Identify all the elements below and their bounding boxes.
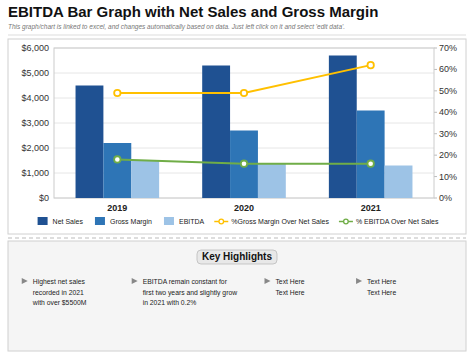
x-tick-label: 2020: [234, 203, 254, 213]
highlight-item: Text Here Text Here: [367, 278, 396, 296]
subtitle: This graph/chart is linked to excel, and…: [8, 23, 345, 31]
y-tick-label: $5,000: [21, 68, 49, 78]
legend-entry: EBITDA: [164, 217, 205, 225]
highlights-title-group: Key Highlights: [197, 250, 277, 264]
highlight-line: in 2021 with 0.2%: [143, 299, 197, 306]
line-marker: [367, 161, 373, 167]
y2-tick-label: 0%: [439, 193, 452, 203]
y-tick-label: $4,000: [21, 93, 49, 103]
bar: [103, 143, 131, 198]
legend-label: Net Sales: [53, 218, 84, 225]
highlight-line: Highest net sales: [33, 278, 86, 286]
marks: [76, 56, 413, 199]
y-tick-label: $2,000: [21, 143, 49, 153]
y-tick-label: $3,000: [21, 118, 49, 128]
legend-label: % EBITDA Over Net Sales: [356, 218, 439, 225]
highlight-item: Highest net sales recorded in 2021 with ov…: [32, 278, 87, 306]
y2-tick-label: 60%: [439, 64, 457, 74]
separator: [8, 35, 466, 36]
highlights-title-box: [197, 250, 277, 264]
y2-tick-label: 30%: [439, 129, 457, 139]
legend-swatch: [38, 217, 48, 225]
legend-label: Gross Margin: [110, 218, 152, 226]
legend-entry: Net Sales: [38, 217, 84, 225]
chart-box: [8, 39, 466, 234]
y-tick-label: $6,000: [21, 43, 49, 53]
highlight-line: Text Here: [275, 289, 304, 296]
y-tick-label: $1,000: [21, 168, 49, 178]
line: [117, 65, 370, 93]
grid-line: [54, 98, 434, 99]
highlight-line: EBITDA remain constant for: [143, 278, 228, 285]
bar: [131, 161, 159, 199]
bar: [385, 166, 413, 199]
chart: EBITDA Bar Graph with Net Sales and Gros…: [0, 0, 474, 355]
highlight-line: recorded in 2021: [33, 289, 84, 296]
bullet: [356, 278, 362, 284]
legend-swatch: [164, 217, 174, 225]
legend-entry: % EBITDA Over Net Sales: [339, 218, 439, 225]
title: EBITDA Bar Graph with Net Sales and Gros…: [8, 3, 378, 20]
line-marker: [241, 161, 247, 167]
legend-marker: [219, 219, 224, 224]
y2-tick-label: 50%: [439, 86, 457, 96]
bar: [357, 111, 385, 199]
line-marker: [114, 90, 120, 96]
bar: [76, 86, 104, 199]
highlight-line: with over $5500M: [32, 299, 87, 306]
x-tick-label: 2019: [107, 203, 127, 213]
highlights-panel: [8, 241, 466, 351]
bar: [258, 163, 286, 198]
highlight-line: Text Here: [367, 289, 396, 296]
highlight-line: Text Here: [275, 278, 304, 285]
legend-swatch: [95, 217, 105, 225]
highlight-line: Text Here: [367, 278, 396, 285]
highlight-item: Text Here Text Here: [275, 278, 304, 296]
plot-frame: [54, 48, 434, 198]
y-tick-label: $0: [39, 193, 49, 203]
bullet: [264, 278, 270, 284]
bar: [329, 56, 357, 199]
legend-entry: %Gross Margin Over Net Sales: [214, 218, 329, 226]
y2-tick-label: 10%: [439, 172, 457, 182]
y2-tick-label: 20%: [439, 150, 457, 160]
grid-line: [54, 73, 434, 74]
y2-tick-label: 70%: [439, 43, 457, 53]
highlight-line: first two years and slightly grow: [143, 289, 238, 297]
axes: $0 $1,000 $2,000 $3,000 $4,000 $5,000 $6,000 0%…: [21, 43, 457, 213]
bullet: [22, 278, 28, 284]
bullet: [132, 278, 138, 284]
legend-entry: Gross Margin: [95, 217, 152, 226]
y2-tick-label: 40%: [439, 107, 457, 117]
x-tick-label: 2021: [361, 203, 381, 213]
bar: [202, 66, 230, 199]
line-marker: [367, 62, 373, 68]
panel-divider: [8, 238, 466, 239]
legend-marker: [344, 219, 349, 224]
highlights-title: Key Highlights: [202, 251, 272, 262]
legend-label: %Gross Margin Over Net Sales: [231, 218, 329, 226]
legend-label: EBITDA: [179, 218, 205, 225]
line-marker: [241, 90, 247, 96]
highlight-item: EBITDA remain constant for first two year…: [143, 278, 238, 306]
legend: Net Sales Gross Margin EBITDA %Gross Margin…: [38, 217, 439, 226]
line-marker: [114, 156, 120, 162]
